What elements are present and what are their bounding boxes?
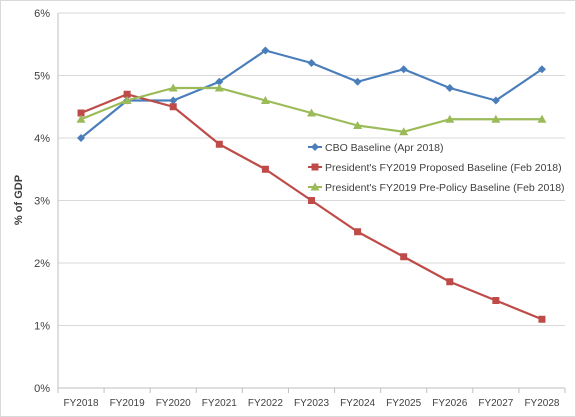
legend-entry-2: President's FY2019 Proposed Baseline (Fe… [308, 162, 562, 174]
series-3-point-fy2019 [122, 96, 132, 104]
series-3-point-fy2025 [399, 127, 409, 136]
legend-marker-3 [310, 182, 320, 191]
y-tick-labels: 0% 1% 2% 3% 4% 5% 6% [34, 8, 50, 395]
series-2-point-fy2021 [215, 140, 223, 148]
series-1-point-fy2020 [169, 96, 178, 105]
x-tick-label-fy2022: FY2022 [248, 398, 283, 409]
series-2-line [80, 93, 543, 321]
series-2-point-fy2025 [400, 253, 408, 261]
series-2-point-fy2024 [354, 228, 362, 236]
x-tick-label-fy2018: FY2018 [64, 398, 99, 409]
series-2-point-fy2027 [492, 297, 500, 304]
x-tick-label-fy2024: FY2024 [340, 398, 375, 409]
x-tick-label-fy2020: FY2020 [156, 398, 191, 409]
legend-entry-3: President's FY2019 Pre-Policy Baseline (… [308, 182, 565, 194]
series-1-point-fy2018 [77, 134, 86, 142]
series-3 [76, 83, 547, 136]
series-3-point-fy2028 [537, 114, 547, 123]
x-tick-label-fy2027: FY2027 [478, 398, 513, 409]
series-3-point-fy2018 [76, 114, 86, 123]
series-2-point-fy2022 [261, 165, 269, 173]
series-2-point-fy2019 [123, 90, 131, 98]
y-tick-label-5: 5% [34, 71, 50, 83]
series-2-point-fy2023 [308, 197, 315, 204]
x-tick-label-fy2023: FY2023 [294, 398, 329, 409]
series-1-point-fy2024 [353, 77, 362, 86]
legend-label-2: President's FY2019 Proposed Baseline (Fe… [325, 162, 562, 174]
series-1-point-fy2022 [261, 46, 270, 55]
series-2-point-fy2028 [538, 315, 546, 323]
legend-label-1: CBO Baseline (Apr 2018) [325, 142, 443, 154]
x-tick-labels: FY2018 FY2019 FY2020 FY2021 FY2022 FY2023 FY20… [64, 398, 560, 409]
series-1-point-fy2025 [399, 65, 408, 74]
x-tick-label-fy2028: FY2028 [524, 398, 559, 409]
x-tick-label-fy2025: FY2025 [386, 398, 421, 409]
y-tick-label-1: 1% [34, 321, 50, 333]
series-group [76, 46, 547, 323]
series-2-point-fy2018 [77, 109, 85, 117]
gridlines [58, 12, 565, 326]
legend-label-3: President's FY2019 Pre-Policy Baseline (… [325, 182, 565, 194]
series-2-point-fy2020 [169, 103, 177, 111]
series-3-point-fy2024 [353, 121, 363, 129]
series-3-point-fy2020 [168, 83, 178, 92]
series-1 [77, 46, 546, 142]
y-tick-label-0: 0% [34, 383, 50, 395]
y-tick-label-6: 6% [34, 8, 50, 20]
x-tick-label-fy2021: FY2021 [202, 398, 237, 409]
x-tick-label-fy2019: FY2019 [110, 398, 145, 409]
series-2 [77, 90, 546, 323]
series-3-point-fy2022 [260, 96, 270, 104]
x-tick-label-fy2026: FY2026 [432, 398, 467, 409]
axes [57, 13, 566, 393]
series-1-point-fy2026 [445, 84, 454, 92]
legend-marker-1 [311, 143, 319, 151]
series-1-point-fy2023 [307, 59, 316, 67]
y-tick-label-3: 3% [34, 196, 50, 208]
legend: CBO Baseline (Apr 2018) President's FY201… [308, 142, 565, 194]
y-tick-label-2: 2% [34, 258, 50, 270]
series-1-point-fy2027 [491, 96, 500, 105]
series-1-point-fy2021 [215, 77, 224, 86]
y-axis-title: % of GDP [13, 175, 25, 225]
series-3-point-fy2026 [445, 114, 455, 123]
series-3-point-fy2021 [214, 83, 224, 92]
y-tick-label-4: 4% [34, 133, 50, 145]
legend-entry-1: CBO Baseline (Apr 2018) [308, 142, 443, 154]
series-1-point-fy2028 [537, 65, 546, 74]
legend-marker-2 [311, 163, 319, 171]
series-3-point-fy2023 [307, 108, 316, 117]
series-2-point-fy2026 [446, 278, 454, 286]
series-3-point-fy2027 [491, 114, 501, 123]
